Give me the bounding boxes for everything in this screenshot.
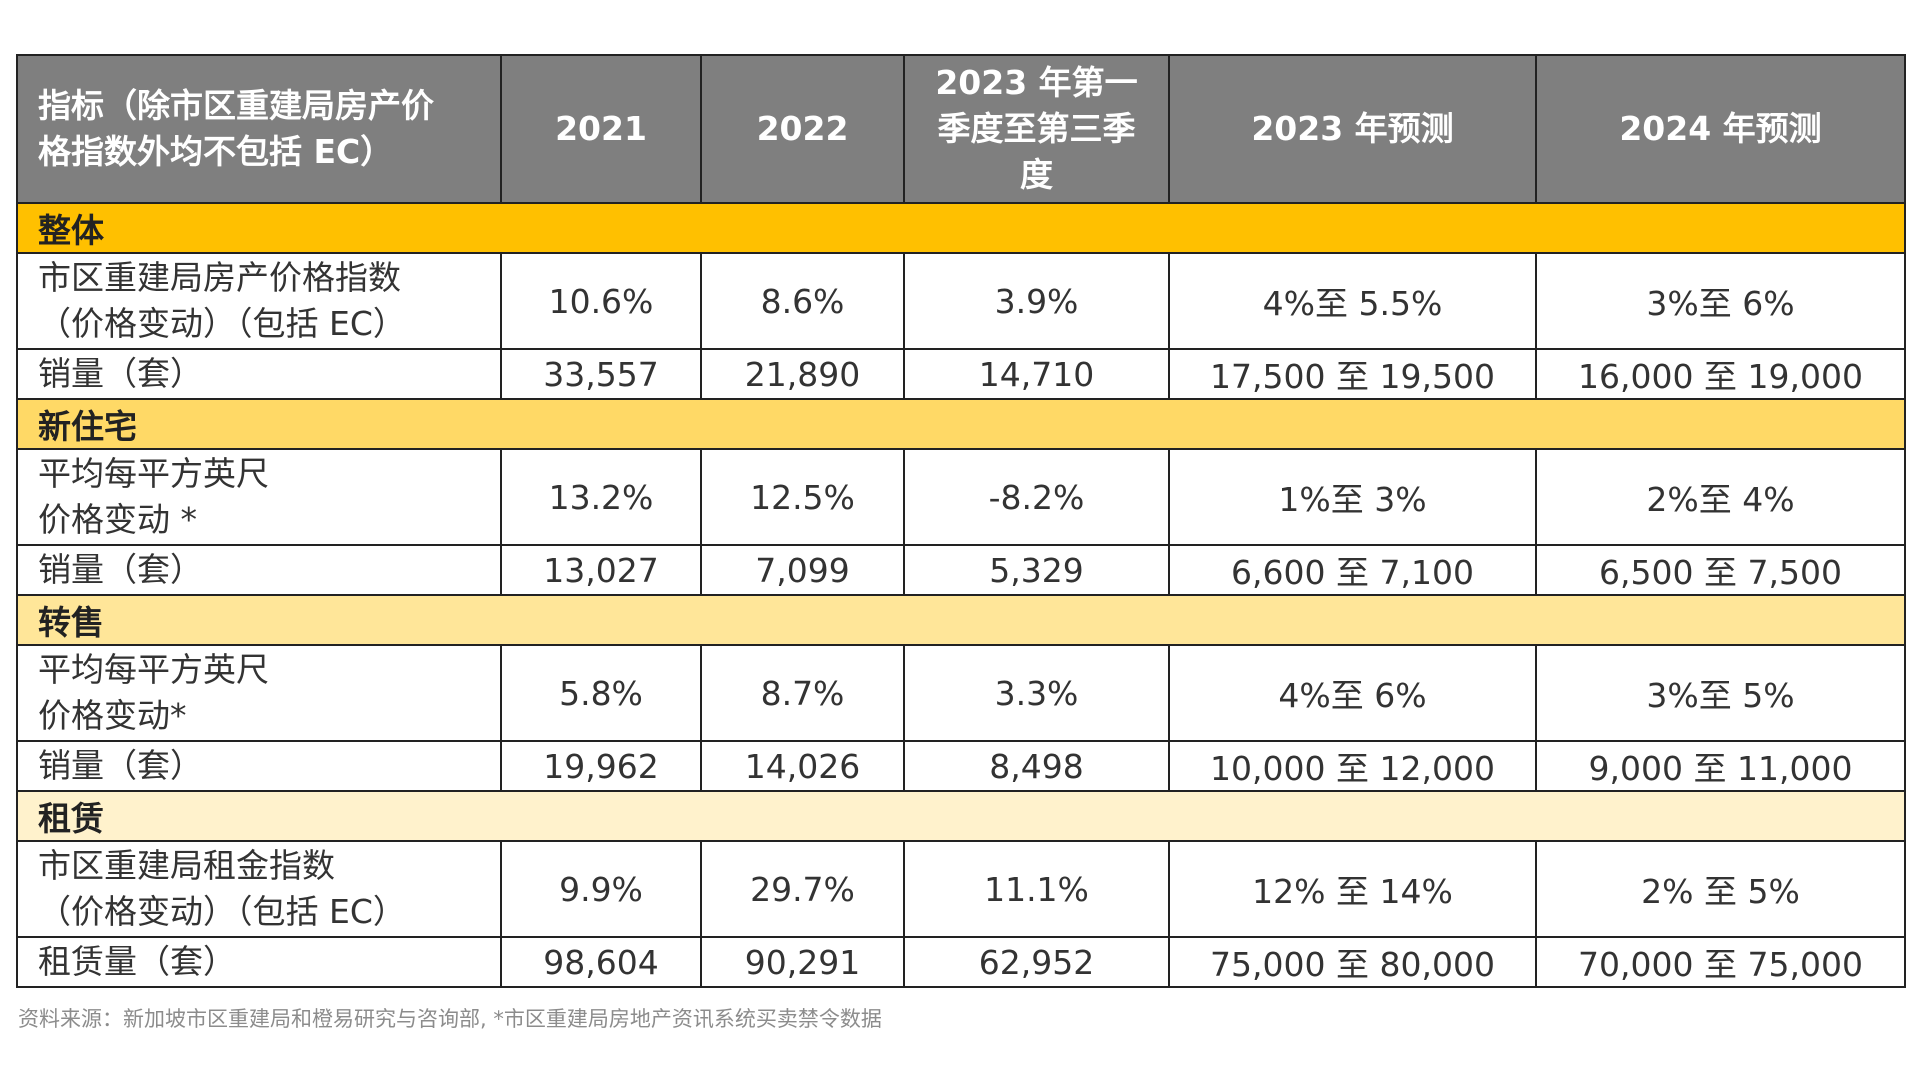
section-title: 新住宅 — [16, 398, 1906, 450]
table-row: 销量（套） 13,027 7,099 5,329 6,600 至 7,100 6,500 … — [16, 544, 1906, 596]
table-cell: 3%至 6% — [1535, 252, 1906, 350]
table-cell: 17,500 至 19,500 — [1168, 348, 1537, 400]
row-label: 租赁量（套） — [16, 936, 502, 988]
property-forecast-table: 指标（除市区重建局房产价 格指数外均不包括 EC） 2021 2022 2023… — [16, 54, 1906, 988]
table-cell: 29.7% — [700, 840, 905, 938]
table-cell: 70,000 至 75,000 — [1535, 936, 1906, 988]
row-label: 销量（套） — [16, 544, 502, 596]
table-cell: 90,291 — [700, 936, 905, 988]
row-label: 销量（套） — [16, 740, 502, 792]
table-cell: 7,099 — [700, 544, 905, 596]
table-cell: 4%至 6% — [1168, 644, 1537, 742]
table-cell: 3.3% — [903, 644, 1170, 742]
table-cell: 12% 至 14% — [1168, 840, 1537, 938]
table-cell: 3%至 5% — [1535, 644, 1906, 742]
table-cell: 5,329 — [903, 544, 1170, 596]
forecast-table-container: 指标（除市区重建局房产价 格指数外均不包括 EC） 2021 2022 2023… — [16, 54, 1906, 988]
row-label: 平均每平方英尺 价格变动* — [16, 644, 502, 742]
table-cell: 12.5% — [700, 448, 905, 546]
table-cell: 5.8% — [500, 644, 702, 742]
section-row: 新住宅 — [16, 398, 1906, 450]
table-cell: 3.9% — [903, 252, 1170, 350]
table-cell: 13.2% — [500, 448, 702, 546]
header-2024-forecast: 2024 年预测 — [1535, 54, 1906, 204]
source-note: 资料来源：新加坡市区重建局和橙易研究与咨询部, *市区重建局房地产资讯系统买卖禁… — [18, 1007, 882, 1031]
table-cell: 8,498 — [903, 740, 1170, 792]
table-cell: 2%至 4% — [1535, 448, 1906, 546]
section-row: 租赁 — [16, 790, 1906, 842]
section-row: 转售 — [16, 594, 1906, 646]
table-row: 销量（套） 33,557 21,890 14,710 17,500 至 19,500 16… — [16, 348, 1906, 400]
section-title: 整体 — [16, 202, 1906, 254]
table-cell: 98,604 — [500, 936, 702, 988]
table-cell: 13,027 — [500, 544, 702, 596]
row-label: 市区重建局租金指数 （价格变动）（包括 EC） — [16, 840, 502, 938]
header-2023-q1-q3: 2023 年第一 季度至第三季 度 — [903, 54, 1170, 204]
table-cell: 33,557 — [500, 348, 702, 400]
table-header-row: 指标（除市区重建局房产价 格指数外均不包括 EC） 2021 2022 2023… — [16, 54, 1906, 204]
header-2023-forecast: 2023 年预测 — [1168, 54, 1537, 204]
table-cell: 9.9% — [500, 840, 702, 938]
table-cell: 62,952 — [903, 936, 1170, 988]
table-cell: 10.6% — [500, 252, 702, 350]
table-cell: 4%至 5.5% — [1168, 252, 1537, 350]
table-cell: 14,710 — [903, 348, 1170, 400]
table-cell: -8.2% — [903, 448, 1170, 546]
table-row: 租赁量（套） 98,604 90,291 62,952 75,000 至 80,000 7… — [16, 936, 1906, 988]
table-cell: 10,000 至 12,000 — [1168, 740, 1537, 792]
table-cell: 14,026 — [700, 740, 905, 792]
table-cell: 9,000 至 11,000 — [1535, 740, 1906, 792]
section-title: 转售 — [16, 594, 1906, 646]
table-row: 平均每平方英尺 价格变动 * 13.2% 12.5% -8.2% 1%至 3% 2%至 4% — [16, 448, 1906, 546]
row-label: 销量（套） — [16, 348, 502, 400]
table-cell: 8.6% — [700, 252, 905, 350]
table-cell: 2% 至 5% — [1535, 840, 1906, 938]
section-row: 整体 — [16, 202, 1906, 254]
table-cell: 6,600 至 7,100 — [1168, 544, 1537, 596]
table-cell: 16,000 至 19,000 — [1535, 348, 1906, 400]
table-cell: 8.7% — [700, 644, 905, 742]
header-indicator: 指标（除市区重建局房产价 格指数外均不包括 EC） — [16, 54, 502, 204]
header-2022: 2022 — [700, 54, 905, 204]
row-label: 市区重建局房产价格指数 （价格变动）（包括 EC） — [16, 252, 502, 350]
table-cell: 21,890 — [700, 348, 905, 400]
table-row: 销量（套） 19,962 14,026 8,498 10,000 至 12,000 9,0… — [16, 740, 1906, 792]
header-2021: 2021 — [500, 54, 702, 204]
row-label: 平均每平方英尺 价格变动 * — [16, 448, 502, 546]
section-title: 租赁 — [16, 790, 1906, 842]
table-cell: 19,962 — [500, 740, 702, 792]
table-cell: 75,000 至 80,000 — [1168, 936, 1537, 988]
table-cell: 6,500 至 7,500 — [1535, 544, 1906, 596]
table-cell: 11.1% — [903, 840, 1170, 938]
table-row: 市区重建局房产价格指数 （价格变动）（包括 EC） 10.6% 8.6% 3.9% 4%至… — [16, 252, 1906, 350]
table-cell: 1%至 3% — [1168, 448, 1537, 546]
table-row: 市区重建局租金指数 （价格变动）（包括 EC） 9.9% 29.7% 11.1% 12% … — [16, 840, 1906, 938]
table-body: 整体 市区重建局房产价格指数 （价格变动）（包括 EC） 10.6% 8.6% 3.9% 4… — [16, 202, 1906, 988]
table-row: 平均每平方英尺 价格变动* 5.8% 8.7% 3.3% 4%至 6% 3%至 5% — [16, 644, 1906, 742]
